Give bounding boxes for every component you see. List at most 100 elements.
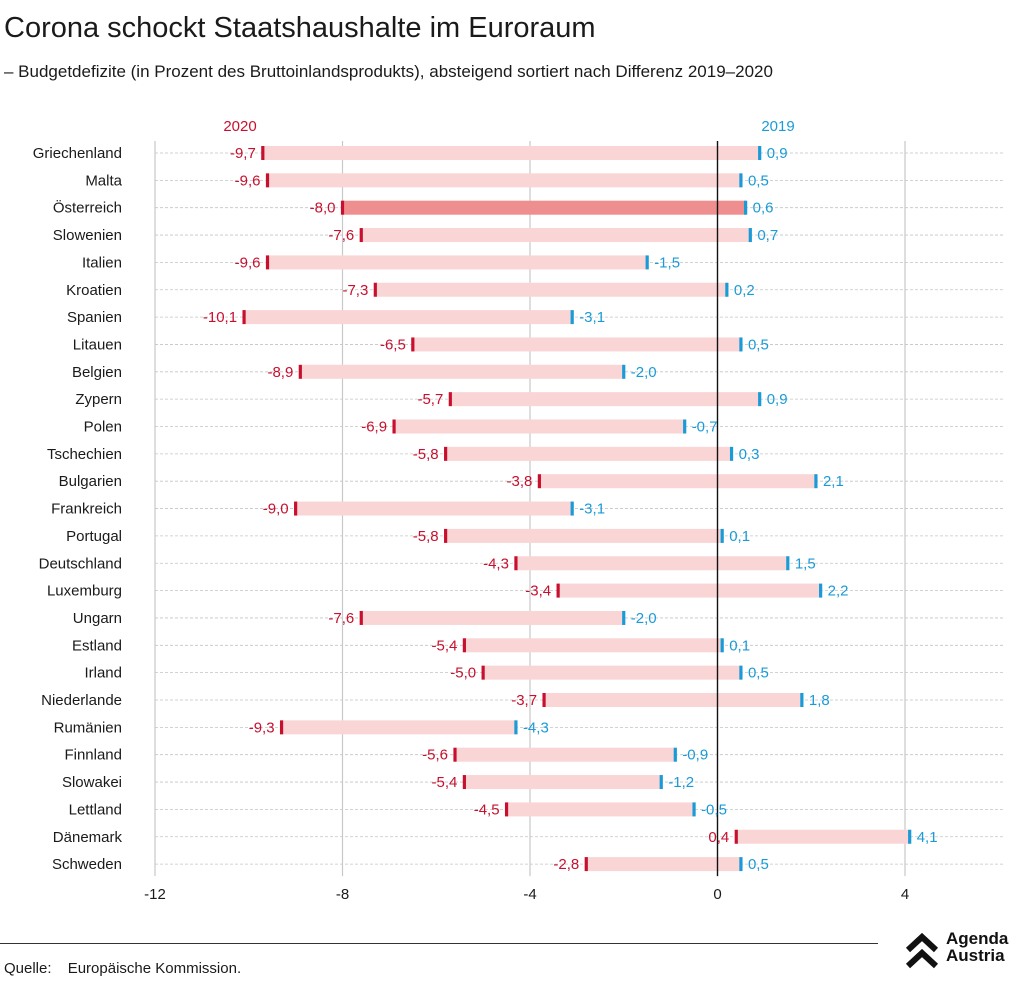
range-bar-highlight [342,200,746,215]
value-label-2019: -3,1 [579,309,605,326]
range-bar [262,146,760,160]
range-bar [455,747,676,762]
range-bar [267,255,648,270]
value-label-2020: -7,6 [328,227,354,244]
value-label-2019: -2,0 [631,610,657,627]
range-bar [394,419,685,434]
range-bar [506,802,695,817]
range-bar [267,173,741,188]
value-label-2019: 0,5 [748,172,769,189]
range-bar [586,857,741,872]
source-note: Quelle: Europäische Kommission. [4,960,241,977]
range-bar [244,310,573,325]
value-label-2020: -5,4 [432,774,458,791]
value-label-2020: -10,1 [203,309,237,326]
range-bar [483,665,741,680]
dumbbell-chart: Griechenland Malta Österreich Slowenien Ital… [33,118,1005,900]
value-label-2019: -0,9 [682,747,708,764]
logo-line-2: Austria [946,946,1005,965]
range-bar [281,720,516,735]
category-label: Österreich [53,199,122,217]
value-label-2020: -2,8 [553,856,579,873]
category-label: Slowakei [62,774,122,791]
range-bar [736,829,910,844]
value-label-2020: -9,6 [235,254,261,271]
range-bar [464,775,662,790]
logo-chevron-icon [905,932,939,969]
category-label: Spanien [67,309,122,326]
value-label-2020: -5,4 [432,637,458,654]
category-label: Estland [72,637,122,654]
logo-line-1: Agenda [946,929,1009,948]
value-label-2020: -6,9 [361,419,387,436]
x-tick-label: 4 [901,886,909,900]
value-label-2020: -3,8 [507,473,533,490]
category-label: Portugal [66,528,122,545]
category-label: Italien [82,254,122,271]
value-label-2019: -1,5 [654,254,680,271]
x-tick-label: 0 [713,886,721,900]
value-label-2020: -7,6 [328,610,354,627]
source-label: Quelle: [4,960,52,977]
value-label-2019: 0,5 [748,856,769,873]
range-bar [464,638,723,653]
range-bar [445,446,732,461]
value-label-2019: 0,9 [767,391,788,408]
legend-2019: 2019 [761,118,794,135]
value-label-2020: -4,3 [483,555,509,572]
value-label-2020: -3,7 [511,692,537,709]
category-label: Schweden [52,856,122,873]
value-label-2019: 1,5 [795,555,816,572]
range-bar [361,610,624,625]
category-label: Ungarn [73,610,122,627]
category-label: Tschechien [47,446,122,463]
category-label: Slowenien [53,227,122,244]
range-bar [544,693,802,707]
value-label-2019: 0,7 [757,227,778,244]
category-label: Luxemburg [47,583,122,600]
category-label: Kroatien [66,282,122,299]
category-label: Polen [84,419,122,436]
value-label-2019: 0,3 [739,446,760,463]
range-bar [558,583,821,598]
value-label-2020: -5,8 [413,528,439,545]
value-label-2020: -9,6 [235,172,261,189]
category-label: Niederlande [41,692,122,709]
value-label-2019: 1,8 [809,692,830,709]
value-label-2020: -9,3 [249,719,275,736]
value-label-2020: -7,3 [342,282,368,299]
category-label: Litauen [73,336,122,353]
category-label: Deutschland [39,555,122,572]
category-label: Bulgarien [59,473,122,490]
value-label-2019: -4,3 [523,719,549,736]
category-label: Irland [84,665,122,682]
value-label-2019: -0,5 [701,801,727,818]
chart-subtitle: – Budgetdefizite (in Prozent des Bruttoi… [4,62,773,81]
category-label: Dänemark [53,829,123,846]
value-label-2020: -5,0 [450,665,476,682]
value-label-2020: -9,0 [263,501,289,518]
value-label-2020: -9,7 [230,145,256,162]
value-label-2019: -1,2 [668,774,694,791]
value-label-2019: 0,5 [748,665,769,682]
value-label-2019: 0,1 [729,528,750,545]
value-label-2019: -2,0 [631,364,657,381]
category-label: Griechenland [33,145,122,162]
footer-divider [0,943,878,944]
value-label-2020: -5,8 [413,446,439,463]
value-label-2020: -6,5 [380,336,406,353]
value-label-2019: 2,1 [823,473,844,490]
value-label-2019: 0,2 [734,282,755,299]
range-bar [412,337,741,352]
x-tick-label: -8 [336,886,349,900]
value-label-2019: -3,1 [579,501,605,518]
range-bar [450,392,760,407]
range-bar [445,528,723,543]
value-label-2019: 4,1 [917,829,938,846]
category-label: Belgien [72,364,122,381]
value-label-2020: -5,6 [422,747,448,764]
chart-title: Corona schockt Staatshaushalte im Eurora… [4,12,596,44]
value-label-2020: -5,7 [417,391,443,408]
range-bar [539,474,816,489]
source-text: Europäische Kommission. [67,960,242,977]
